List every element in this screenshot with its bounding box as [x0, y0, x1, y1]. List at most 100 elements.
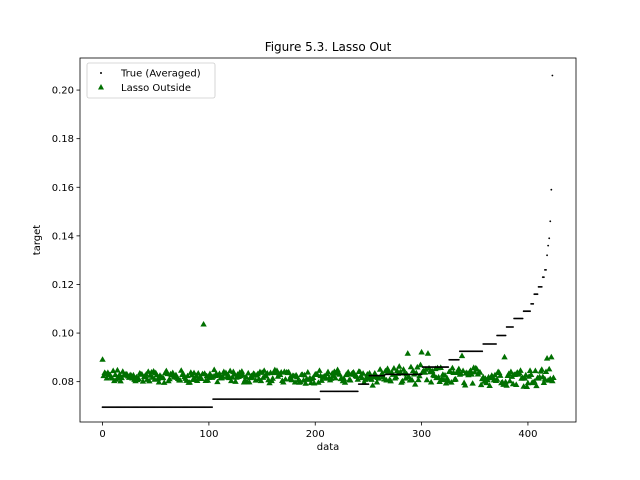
lasso-outside-point — [356, 368, 364, 375]
lasso-outside-point — [521, 375, 528, 381]
true-averaged-point — [550, 188, 553, 191]
lasso-outside-point — [302, 380, 309, 386]
lasso-outside-point — [449, 364, 456, 371]
lasso-outside-point — [546, 365, 553, 372]
lasso-outside-point — [376, 366, 384, 372]
lasso-outside-point — [347, 376, 354, 383]
lasso-outside-point — [291, 378, 299, 385]
lasso-outside-point — [533, 382, 540, 389]
lasso-outside-point — [407, 363, 415, 370]
lasso-outside-point — [440, 376, 448, 383]
y-axis: 0.08 0.10 0.12 0.14 0.16 0.18 0.20 — [52, 86, 80, 388]
lasso-outside-point — [491, 371, 499, 378]
lasso-outside-point — [402, 375, 409, 381]
lasso-outside-point — [112, 371, 119, 377]
lasso-outside-point — [459, 367, 467, 374]
lasso-outside-point — [332, 374, 339, 381]
lasso-outside-point — [315, 379, 322, 385]
lasso-outside-point — [506, 377, 514, 384]
lasso-outside-point — [369, 382, 376, 388]
lasso-outside-point — [418, 348, 425, 355]
lasso-outside-point — [334, 366, 341, 373]
lasso-outside-point — [280, 378, 287, 385]
lasso-outside-point — [452, 375, 459, 382]
chart-title: Figure 5.3. Lasso Out — [265, 40, 392, 54]
lasso-outside-point — [458, 352, 466, 359]
lasso-outside-point — [285, 368, 292, 375]
plot-frame — [79, 57, 577, 423]
true-averaged-point — [481, 350, 484, 353]
lasso-outside-point — [288, 376, 296, 383]
lasso-outside-point — [119, 368, 126, 374]
true-averaged-point — [367, 383, 370, 385]
lasso-outside-point — [397, 368, 404, 375]
lasso-outside-point — [139, 378, 147, 384]
lasso-outside-point — [375, 374, 383, 381]
lasso-outside-point — [493, 376, 501, 382]
lasso-outside-point — [483, 379, 490, 386]
true-averaged-point — [318, 398, 321, 401]
legend-marker-lasso-outside — [98, 84, 104, 90]
lasso-outside-point — [467, 367, 474, 373]
lasso-outside-point — [324, 368, 332, 375]
lasso-outside-point — [415, 376, 422, 383]
lasso-outside-point — [421, 369, 428, 375]
lasso-outside-point — [316, 367, 323, 373]
legend-label-lasso-outside: Lasso Outside — [121, 83, 191, 94]
x-tick-label: 400 — [518, 429, 537, 440]
y-tick-label: 0.14 — [52, 231, 74, 242]
x-tick-label: 300 — [412, 429, 431, 440]
y-tick-label: 0.20 — [52, 86, 74, 97]
lasso-outside-point — [400, 366, 407, 372]
lasso-outside-point — [345, 368, 352, 375]
true-averaged-point — [457, 358, 460, 361]
lasso-outside-point — [486, 382, 493, 388]
lasso-outside-point — [198, 375, 205, 381]
true-averaged-point — [545, 268, 547, 271]
lasso-outside-point — [373, 378, 381, 385]
lasso-outside-point — [178, 367, 185, 373]
lasso-outside-point — [238, 368, 246, 374]
lasso-outside-point — [358, 374, 366, 381]
lasso-outside-point — [257, 377, 265, 384]
lasso-outside-point — [195, 370, 202, 376]
lasso-outside-point — [423, 376, 431, 383]
lasso-outside-point — [455, 365, 463, 372]
lasso-outside-point — [229, 373, 236, 380]
lasso-outside-point — [260, 367, 268, 373]
lasso-outside-point — [549, 377, 556, 384]
legend: True (Averaged) Lasso Outside — [86, 62, 216, 99]
lasso-outside-point — [517, 367, 524, 373]
lasso-outside-point — [527, 371, 535, 378]
lasso-outside-point — [135, 375, 142, 382]
lasso-outside-point — [507, 368, 515, 375]
lasso-outside-point — [513, 381, 520, 388]
true-averaged-point — [211, 406, 213, 409]
lasso-outside-point — [416, 372, 423, 379]
true-averaged-point — [549, 220, 552, 223]
lasso-outside-point — [169, 369, 176, 376]
lasso-outside-point — [412, 381, 419, 387]
lasso-outside-point — [471, 368, 478, 375]
true-averaged-point — [420, 373, 423, 376]
lasso-outside-point — [448, 379, 455, 385]
lasso-outside-point — [318, 377, 325, 383]
true-averaged-point — [447, 366, 450, 368]
lasso-outside-point — [429, 367, 436, 374]
lasso-outside-point — [214, 378, 221, 385]
lasso-outside-point — [404, 350, 411, 356]
lasso-outside-point — [269, 375, 276, 381]
lasso-outside-point — [379, 369, 386, 376]
lasso-outside-point — [301, 371, 308, 378]
lasso-outside-point — [211, 366, 218, 373]
lasso-outside-point — [477, 381, 485, 388]
legend-box — [86, 62, 216, 99]
true-averaged-point — [521, 317, 524, 320]
lasso-outside-point — [408, 376, 416, 383]
lasso-outside-point — [548, 353, 555, 360]
lasso-outside-point — [468, 371, 475, 377]
lasso-outside-point — [242, 373, 250, 380]
lasso-outside-point — [501, 353, 508, 360]
x-tick-label: 200 — [306, 429, 325, 440]
